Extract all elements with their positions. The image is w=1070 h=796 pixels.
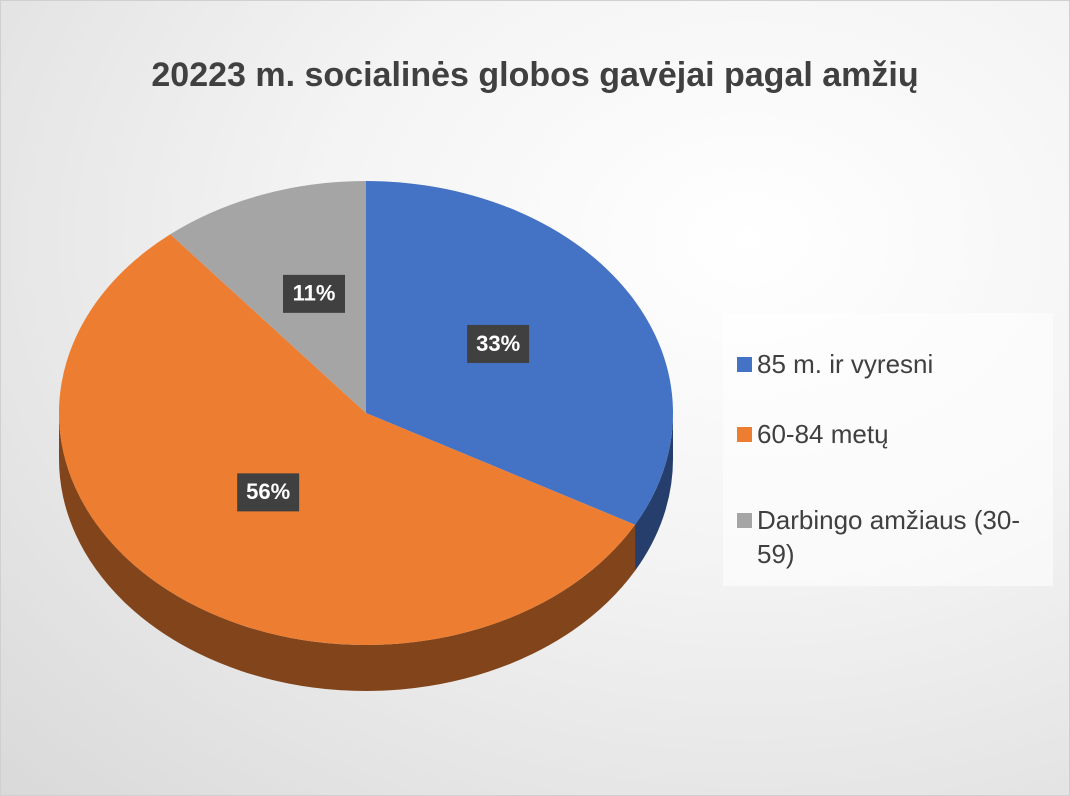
data-label-box xyxy=(237,473,300,512)
data-label: 33% xyxy=(476,331,520,356)
legend-label: 85 m. ir vyresni xyxy=(757,349,934,379)
legend-item: Darbingo amžiaus (30-59) xyxy=(737,503,1047,571)
chart-title: 20223 m. socialinės globos gavėjai pagal… xyxy=(151,56,918,94)
slice-side xyxy=(59,413,636,691)
data-label: 11% xyxy=(293,281,336,306)
data-label-box xyxy=(467,324,530,363)
legend: 85 m. ir vyresni 60-84 metų Darbingo amžia… xyxy=(723,313,1053,586)
slice xyxy=(58,234,636,646)
slice xyxy=(170,181,366,413)
legend-swatch xyxy=(737,427,752,442)
legend-swatch xyxy=(737,357,752,372)
legend-label: Darbingo amžiaus (30-59) xyxy=(757,505,1021,569)
slice-side xyxy=(635,413,673,571)
legend-label: 60-84 metų xyxy=(757,419,889,449)
legend-item: 60-84 metų xyxy=(737,417,1047,451)
legend-item: 85 m. ir vyresni xyxy=(737,347,1047,381)
data-label-box xyxy=(283,274,346,313)
legend-swatch xyxy=(737,513,752,528)
data-label: 56% xyxy=(246,479,290,504)
